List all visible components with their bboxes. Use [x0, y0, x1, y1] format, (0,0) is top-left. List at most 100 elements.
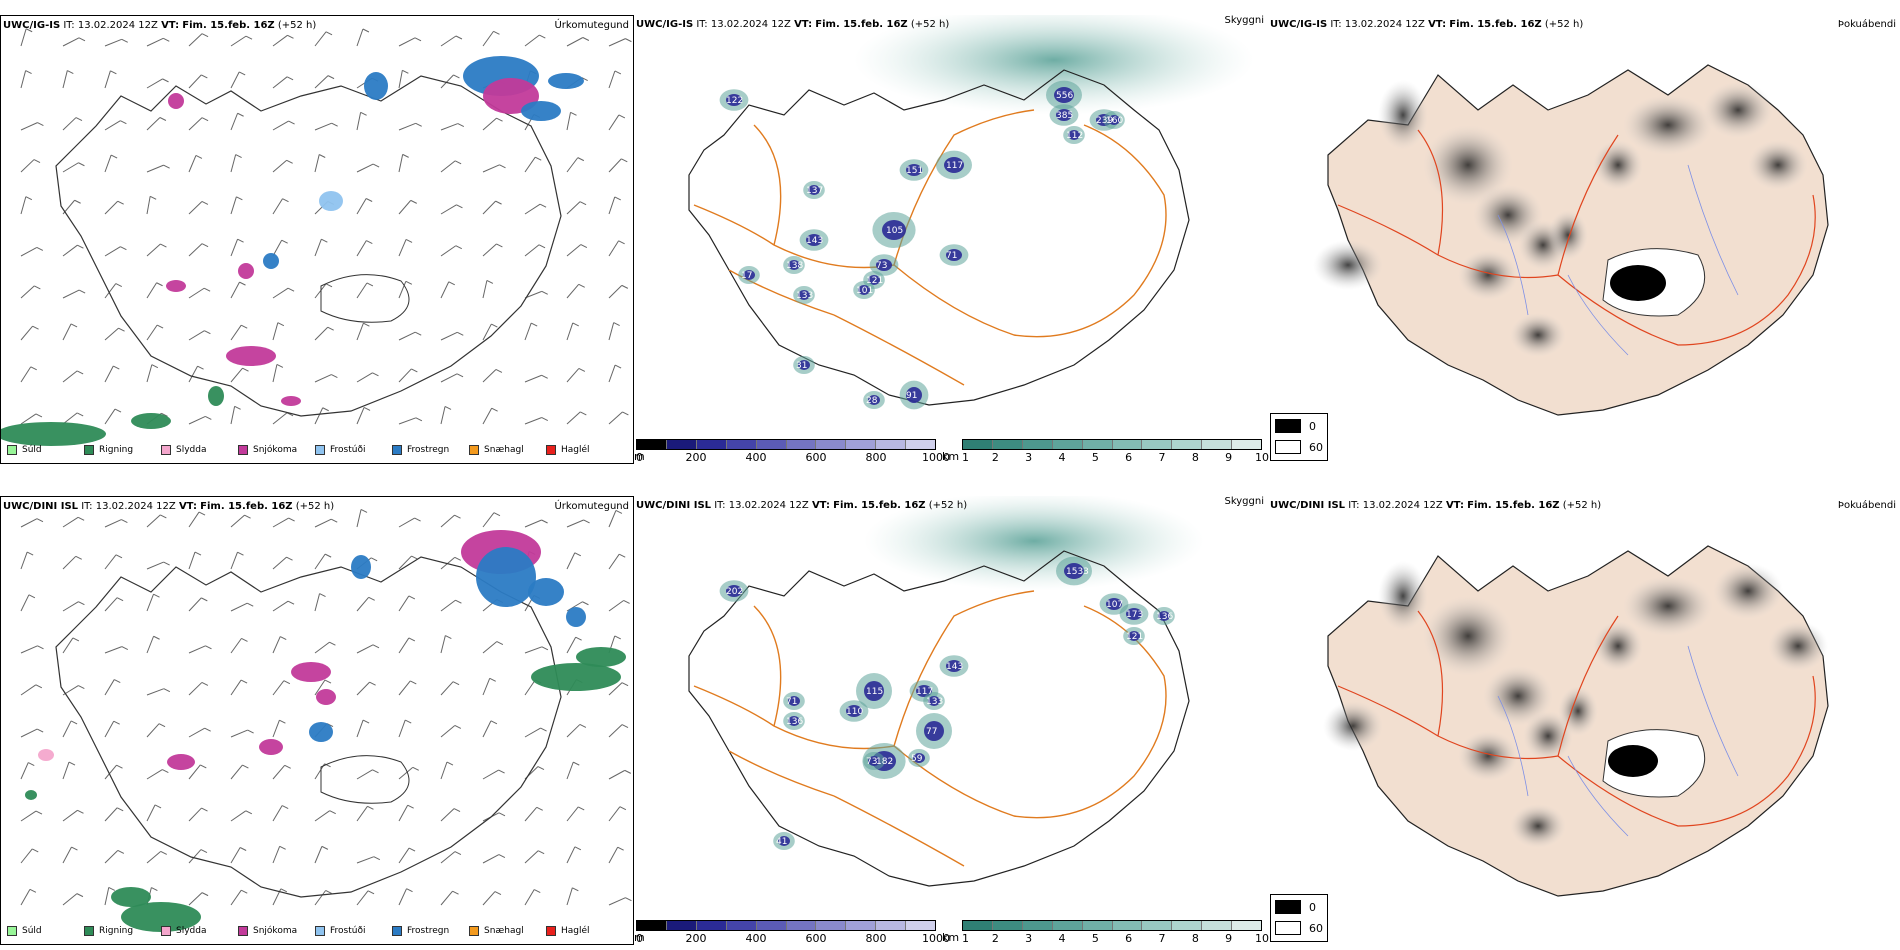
wind-barb-flag: [78, 685, 85, 690]
wind-barb: [230, 154, 237, 173]
wind-barb-flag: [410, 199, 417, 204]
iceland-outline: [688, 550, 1190, 887]
scale-tick-label: 3: [1025, 451, 1033, 464]
wind-barb-flag: [618, 114, 626, 119]
wind-barb: [230, 196, 237, 215]
scale-cell: [637, 440, 667, 449]
cloud-base-label: 133: [796, 291, 813, 301]
wind-barb-flag: [121, 519, 128, 523]
cloud-base-areas: [719, 80, 1125, 410]
wind-barb: [608, 769, 626, 780]
fog-area: [1458, 731, 1518, 781]
wind-barb-flag: [496, 243, 503, 248]
wind-barb-flag: [368, 596, 375, 601]
wind-barb-flag: [582, 601, 589, 606]
wind-barb: [272, 34, 288, 47]
cloud-base-area: [846, 705, 862, 717]
wind-barb-flag: [579, 724, 587, 728]
wind-barb-flag: [201, 243, 209, 248]
wind-barb: [314, 518, 332, 528]
scale-cell: [786, 921, 817, 930]
legend-label: Frostúði: [330, 926, 366, 936]
precip-area: [167, 754, 195, 770]
wind-barb: [62, 846, 72, 864]
wind-barb: [482, 720, 492, 738]
wind-barb-flag: [622, 411, 629, 416]
wind-barb: [440, 35, 457, 47]
wind-barb: [608, 38, 626, 47]
fog-area: [1378, 80, 1428, 150]
wind-barb-flag: [28, 762, 35, 766]
wind-barb: [272, 76, 288, 89]
wind-barb-flag: [240, 679, 248, 684]
wind-barb: [104, 519, 122, 528]
wind-barb: [566, 322, 574, 341]
wind-barb: [314, 31, 327, 47]
cloud-base-label: 105: [886, 226, 903, 236]
wind-barb: [62, 809, 78, 822]
wind-barb-flag: [241, 637, 248, 642]
wind-barb: [608, 897, 626, 906]
cloud-base-label: 151: [906, 166, 923, 176]
wind-barb-flag: [163, 37, 170, 42]
wind-barb: [314, 238, 322, 257]
scale-tick-label: 9: [1225, 451, 1233, 464]
wind-barb: [272, 517, 289, 528]
wind-barb-flag: [158, 723, 166, 728]
wind-barb-flag: [238, 71, 246, 76]
wind-barb-flag: [536, 806, 543, 811]
wind-barb-flag: [534, 889, 541, 894]
wind-barb-flag: [498, 812, 506, 817]
wind-barb-flag: [78, 37, 86, 42]
legend-item: Slydda: [161, 926, 238, 936]
precip-area: [351, 555, 371, 579]
wind-barb: [20, 848, 33, 864]
fog-area: [1510, 313, 1566, 357]
wind-barb: [356, 681, 370, 696]
wind-barb-flag: [331, 122, 338, 127]
wind-barb-flag: [614, 196, 621, 201]
wind-barb-flag: [162, 769, 169, 774]
scale-cell: [1052, 440, 1083, 449]
wind-barb: [20, 28, 27, 47]
wind-barb: [314, 679, 326, 696]
cloud-base-label: 202: [726, 587, 743, 597]
wind-barb: [62, 761, 70, 780]
wind-barb-flag: [30, 366, 37, 371]
wind-barb: [356, 198, 367, 215]
wind-barb-flag: [329, 641, 336, 646]
wind-barb-flag: [365, 198, 373, 202]
scale-tick-label: 2: [991, 451, 999, 464]
legend-label: Snæhagl: [484, 926, 524, 936]
fog-area: [1423, 125, 1513, 205]
scale-tick-label: 7: [1158, 451, 1166, 464]
panel-title: Skyggni: [1224, 496, 1264, 507]
scale-cell: [1202, 440, 1233, 449]
cloud-base-area: [1108, 115, 1120, 125]
wind-barb-flag: [288, 120, 295, 125]
wind-barb: [188, 155, 197, 173]
scale-tick-label: 5: [1091, 932, 1099, 945]
wind-barb-flag: [321, 238, 328, 243]
wind-barb-flag: [201, 892, 209, 897]
wind-barb: [272, 159, 287, 173]
wind-barb-flag: [324, 763, 331, 768]
wind-barb-flag: [490, 720, 498, 725]
wind-barb: [62, 516, 79, 528]
rivers: [1497, 645, 1739, 837]
wind-barb-flag: [234, 405, 241, 410]
wind-barb: [188, 415, 206, 425]
wind-barb: [62, 637, 74, 654]
wind-barb: [398, 331, 416, 341]
wind-barb-flag: [160, 850, 167, 855]
cloud-base-area: [808, 185, 820, 195]
wind-barb-flag: [540, 727, 547, 732]
wind-barb-flag: [36, 247, 44, 251]
wind-barb: [188, 33, 203, 47]
cloud-base-area: [1054, 87, 1074, 103]
wind-barb-flag: [496, 641, 504, 645]
wind-barb-flag: [407, 804, 414, 809]
cloud-base-area: [868, 756, 880, 766]
cloud-base-area: [788, 260, 800, 270]
wind-barb-flag: [121, 38, 128, 43]
